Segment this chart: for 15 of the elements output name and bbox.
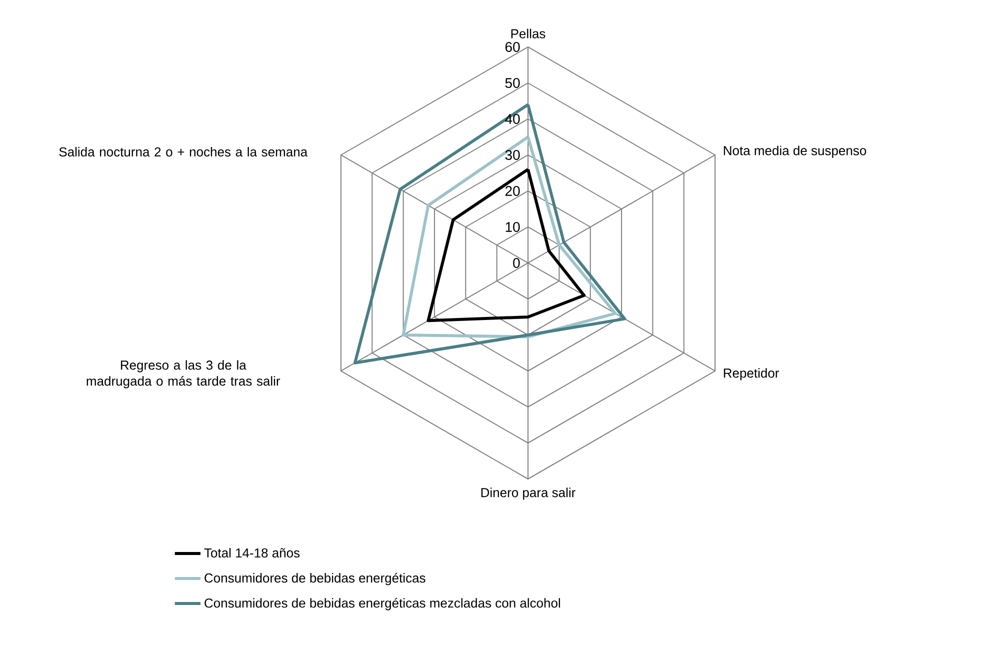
y-tick-label: 30: [505, 150, 520, 160]
legend-label: Consumidores de bebidas energéticas mezcladas con alcohol: [204, 598, 560, 610]
y-tick-label: 50: [505, 78, 520, 88]
y-tick-label: 60: [505, 42, 520, 52]
y-tick-label: 0: [513, 258, 520, 268]
spoke-label: Repetidor: [724, 368, 780, 380]
spoke-label: Dinero para salir: [481, 488, 576, 500]
legend-label: Total 14-18 años: [204, 548, 300, 558]
spoke-label: Nota media de suspenso: [724, 146, 866, 158]
spoke-label: Pellas: [511, 28, 546, 38]
y-tick-label: 10: [506, 222, 520, 232]
spoke-label: Regreso a las 3 de la madrugada o más tarde tras salir: [86, 360, 280, 388]
spoke-label: Salida nocturna 2 o + noches a la semana: [59, 146, 308, 157]
legend-label: Consumidores de bebidas energéticas: [204, 572, 426, 586]
y-tick-label: 20: [505, 186, 520, 196]
